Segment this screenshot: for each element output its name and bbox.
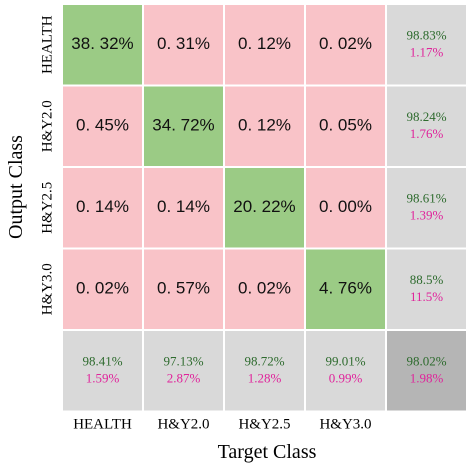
y-tick-label: H&Y2.5 xyxy=(39,182,55,234)
summary-correct-value: 98.72% xyxy=(244,354,284,369)
summary-correct-value: 98.02% xyxy=(406,354,446,369)
summary-correct-value: 98.24% xyxy=(406,109,446,124)
matrix-cell xyxy=(61,3,144,87)
summary-cell xyxy=(385,84,468,168)
cell-value: 0. 14% xyxy=(157,197,210,216)
matrix-cell xyxy=(304,166,387,250)
cell-value: 38. 32% xyxy=(71,34,133,53)
x-tick-label: H&Y2.5 xyxy=(238,416,290,432)
summary-error-value: 1.39% xyxy=(410,208,444,223)
summary-error-value: 1.76% xyxy=(410,126,444,141)
summary-cell xyxy=(142,329,225,413)
summary-cell xyxy=(223,329,306,413)
summary-correct-value: 98.61% xyxy=(406,191,446,206)
cell-value: 0. 02% xyxy=(319,34,372,53)
matrix-cell xyxy=(61,247,144,331)
cell-value: 0. 02% xyxy=(76,279,129,298)
summary-cell xyxy=(61,329,144,413)
x-tick-label: H&Y3.0 xyxy=(319,416,371,432)
matrix-labels: 38. 32% 0. 31% 0. 12% 0. 02% 98.83% 1.17% 0. 4… xyxy=(39,15,446,432)
summary-correct-value: 98.83% xyxy=(406,28,446,43)
summary-correct-value: 98.41% xyxy=(82,354,122,369)
matrix-cells xyxy=(61,3,468,413)
cell-value: 20. 22% xyxy=(233,197,295,216)
cell-value: 4. 76% xyxy=(319,279,372,298)
cell-value: 0. 02% xyxy=(238,279,291,298)
summary-correct-value: 88.5% xyxy=(410,272,444,287)
matrix-cell xyxy=(223,84,306,168)
matrix-cell xyxy=(304,247,387,331)
x-axis-label: Target Class xyxy=(218,441,317,463)
cell-value: 34. 72% xyxy=(152,116,214,135)
x-tick-label: HEALTH xyxy=(73,416,132,432)
summary-error-value: 2.87% xyxy=(167,371,201,386)
summary-error-value: 11.5% xyxy=(410,289,443,304)
summary-error-value: 0.99% xyxy=(329,371,363,386)
matrix-cell xyxy=(142,247,225,331)
summary-correct-value: 97.13% xyxy=(163,354,203,369)
y-axis-label: Output Class xyxy=(5,135,27,239)
summary-error-value: 1.28% xyxy=(248,371,282,386)
y-tick-label: HEALTH xyxy=(39,15,55,74)
summary-error-value: 1.98% xyxy=(410,371,444,386)
matrix-cell xyxy=(223,247,306,331)
matrix-cell xyxy=(142,3,225,87)
cell-value: 0. 12% xyxy=(238,34,291,53)
cell-value: 0. 31% xyxy=(157,34,210,53)
cell-value: 0. 57% xyxy=(157,279,210,298)
x-tick-label: H&Y2.0 xyxy=(157,416,209,432)
matrix-cell xyxy=(61,84,144,168)
cell-value: 0. 00% xyxy=(319,197,372,216)
y-tick-label: H&Y2.0 xyxy=(39,100,55,152)
cell-value: 0. 05% xyxy=(319,116,372,135)
summary-cell xyxy=(385,247,468,331)
summary-error-value: 1.17% xyxy=(410,45,444,60)
summary-error-value: 1.59% xyxy=(86,371,120,386)
cell-value: 0. 45% xyxy=(76,116,129,135)
overall-summary-cell xyxy=(385,329,468,413)
cell-value: 0. 12% xyxy=(238,116,291,135)
matrix-cell xyxy=(142,166,225,250)
cell-value: 0. 14% xyxy=(76,197,129,216)
summary-correct-value: 99.01% xyxy=(325,354,365,369)
y-tick-label: H&Y3.0 xyxy=(39,263,55,315)
